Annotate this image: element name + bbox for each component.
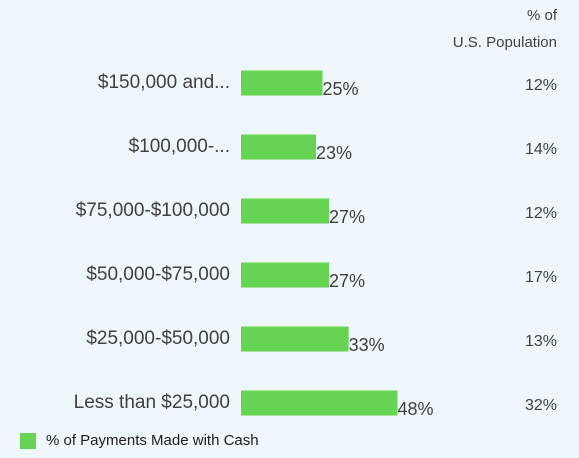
- value-label: 33%: [349, 335, 385, 355]
- category-label: $75,000-$100,000: [76, 200, 230, 221]
- bar: [241, 134, 316, 160]
- population-value: 12%: [525, 205, 557, 222]
- category-label: $25,000-$50,000: [86, 328, 230, 349]
- population-value: 14%: [525, 141, 557, 158]
- category-label: $50,000-$75,000: [86, 264, 230, 285]
- category-label: $150,000 and...: [98, 72, 230, 93]
- category-label: $100,000-...: [129, 136, 230, 157]
- value-label: 27%: [329, 207, 365, 227]
- column-header: % of: [527, 7, 558, 24]
- population-value: 32%: [525, 397, 557, 414]
- population-value: 17%: [525, 269, 557, 286]
- bar: [241, 262, 330, 288]
- population-value: 13%: [525, 333, 557, 350]
- column-header: U.S. Population: [453, 34, 557, 51]
- value-label: 27%: [329, 271, 365, 291]
- bar: [241, 326, 349, 352]
- legend-swatch: [20, 433, 36, 449]
- value-label: 23%: [316, 143, 352, 163]
- value-label: 48%: [397, 399, 433, 419]
- population-value: 12%: [525, 77, 557, 94]
- bar: [241, 70, 323, 96]
- bar: [241, 198, 330, 224]
- value-label: 25%: [323, 79, 359, 99]
- category-label: Less than $25,000: [74, 392, 230, 413]
- bar: [241, 390, 398, 416]
- legend-label: % of Payments Made with Cash: [46, 432, 259, 449]
